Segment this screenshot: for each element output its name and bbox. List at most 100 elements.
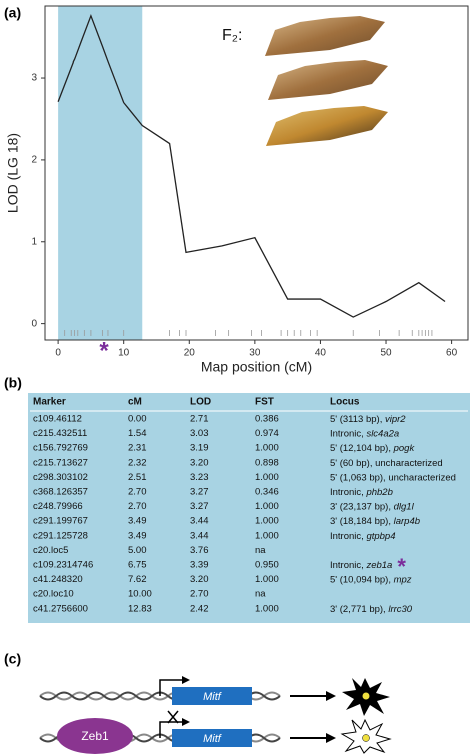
table-cell: 3.49 [128, 516, 147, 527]
table-cell: 2.42 [190, 603, 209, 614]
table-cell: 0.00 [128, 414, 147, 425]
gene-row-active: Mitf [39, 676, 390, 716]
x-tick-label: 50 [380, 348, 392, 359]
table-header: FST [255, 397, 274, 408]
table-cell: 2.70 [128, 501, 147, 512]
repressor-label: Zeb1 [81, 729, 109, 743]
gene-name: dlg1l [394, 501, 415, 512]
locus-text: 3' (18,184 bp), [330, 516, 394, 527]
gene-name: slc4a2a [366, 428, 399, 439]
y-tick-label: 1 [31, 236, 37, 247]
annotation: * [99, 337, 109, 364]
table-cell: 1.000 [255, 574, 279, 585]
x-tick-label: 60 [446, 348, 458, 359]
table-cell: 1.000 [255, 501, 279, 512]
locus-note: * [397, 554, 406, 579]
gene-name: lrrc30 [388, 603, 412, 614]
table-cell: 1.000 [255, 516, 279, 527]
repressor [57, 718, 133, 754]
table-cell: 2.32 [128, 457, 147, 468]
fin-image [266, 106, 388, 146]
table-cell: c298.303102 [33, 472, 88, 483]
fin-image [268, 60, 388, 100]
table-cell: na [255, 589, 266, 600]
table-cell: c291.199767 [33, 516, 88, 527]
table-cell: 3.27 [190, 501, 209, 512]
table-cell: 1.000 [255, 603, 279, 614]
nucleus [362, 734, 370, 742]
locus-cell: Intronic, slc4a2a [330, 428, 399, 439]
table-cell: 3.20 [190, 574, 209, 585]
table-cell: c368.126357 [33, 487, 88, 498]
table-cell: 3.76 [190, 545, 209, 556]
x-tick-label: 40 [315, 348, 327, 359]
table-cell: 1.54 [128, 428, 147, 439]
gene-row-repressed: Zeb1 Mitf [39, 710, 392, 754]
table-cell: c215.432511 [33, 428, 87, 439]
y-tick-label: 2 [31, 155, 37, 166]
locus-text: 3' (23,137 bp), [330, 501, 394, 512]
table-cell: 3.27 [190, 487, 209, 498]
table-cell: 6.75 [128, 560, 147, 571]
table-cell: c109.2314746 [33, 560, 93, 571]
table-cell: 3.44 [190, 516, 209, 527]
table-cell: 1.000 [255, 530, 279, 541]
locus-cell: 5' (1,063 bp), uncharacterized [330, 472, 456, 483]
panel-c: (c) Mitf Zeb1 Mitf [4, 651, 392, 754]
table-cell: 2.71 [190, 414, 209, 425]
table-cell: c215.713627 [33, 457, 88, 468]
locus-cell: Intronic, zeb1a * [330, 554, 406, 579]
y-axis-label: LOD (LG 18) [5, 133, 21, 213]
gene-name: pogk [393, 443, 416, 454]
locus-cell: Intronic, gtpbp4 [330, 530, 396, 541]
table-cell: 3.23 [190, 472, 209, 483]
panel-a: (a) 0 10 20 30 40 50 60 0 1 2 3 Map position (cM) LO… [4, 5, 469, 375]
fin-image [265, 16, 385, 56]
gene-box [172, 687, 252, 705]
table-cell: 3.19 [190, 443, 209, 454]
table-cell: c20.loc10 [33, 589, 74, 600]
table-cell: 0.346 [255, 487, 279, 498]
table-cell: 3.20 [190, 457, 209, 468]
locus-cell: Intronic, phb2b [330, 487, 393, 498]
promoter-arrow [159, 721, 182, 738]
table-cell: 1.000 [255, 472, 279, 483]
nucleus [362, 692, 370, 700]
y-tick-label: 3 [31, 73, 37, 84]
gene-name: mpz [394, 574, 412, 585]
locus-text: 5' (1,063 bp), uncharacterized [330, 472, 456, 483]
locus-text: Intronic, [330, 487, 366, 498]
x-tick-label: 0 [55, 348, 61, 359]
locus-cell: 5' (12,104 bp), pogk [330, 443, 415, 454]
locus-text: Intronic, [330, 428, 366, 439]
lod-line [57, 13, 446, 318]
table-header: Marker [33, 397, 66, 408]
arrow-head [182, 718, 190, 726]
x-axis-label: Map position (cM) [201, 359, 312, 375]
table-cell: na [255, 545, 266, 556]
table-cell: 3.03 [190, 428, 209, 439]
table-cell: 2.31 [128, 443, 147, 454]
table-cell: 0.386 [255, 414, 279, 425]
table-cell: 7.62 [128, 574, 147, 585]
gene-name: larp4b [394, 516, 420, 527]
x-tick-label: 10 [118, 348, 130, 359]
table-cell: 1.000 [255, 443, 279, 454]
locus-text: Intronic, [330, 530, 366, 541]
table-background [28, 393, 470, 623]
promoter-arrow [159, 679, 182, 696]
locus-cell: 3' (18,184 bp), larp4b [330, 516, 420, 527]
inset-label: F₂: [222, 27, 242, 44]
table-cell: c109.46112 [33, 414, 82, 425]
x-tick-label: 30 [249, 348, 261, 359]
table-cell: c41.248320 [33, 574, 83, 585]
locus-cell: 5' (10,094 bp), mpz [330, 574, 412, 585]
arrow-head [326, 733, 336, 743]
locus-cell: 3' (2,771 bp), lrrc30 [330, 603, 413, 614]
locus-text: 5' (3113 bp), [330, 414, 385, 425]
table-cell: 3.39 [190, 560, 209, 571]
locus-cell: 3' (23,137 bp), dlg1l [330, 501, 415, 512]
gene-name: vipr2 [385, 414, 406, 425]
table-cell: 0.974 [255, 428, 279, 439]
